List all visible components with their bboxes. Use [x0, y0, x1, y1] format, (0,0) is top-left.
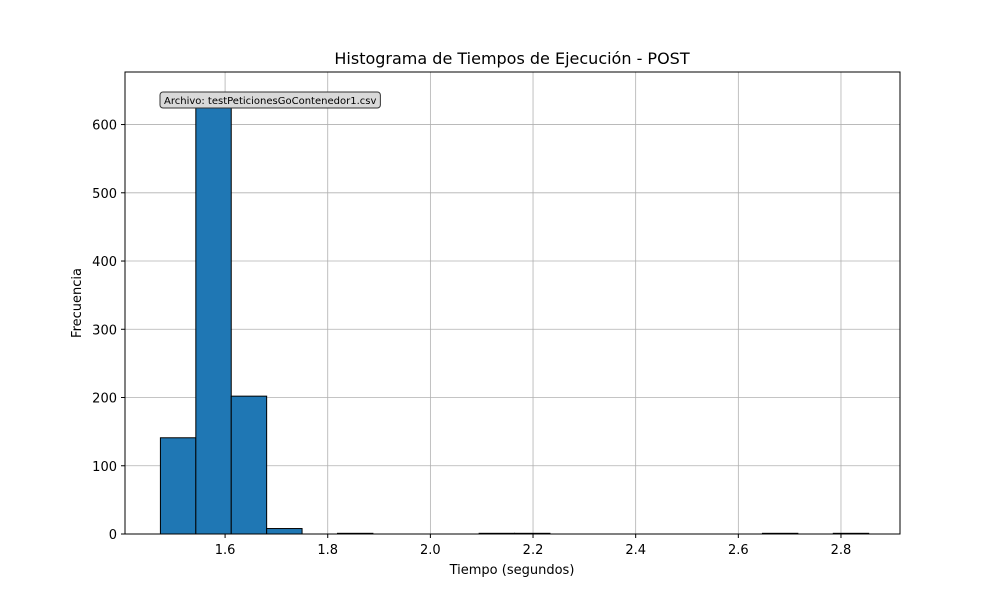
x-tick-label-0: 1.6	[215, 543, 236, 558]
file-annotation: Archivo: testPeticionesGoContenedor1.csv	[159, 91, 381, 109]
y-axis-label: Frecuencia	[70, 268, 85, 338]
x-tick-label-4: 2.4	[625, 543, 646, 558]
annotation-box	[159, 91, 381, 109]
y-axis-ticks: 0 100 200 300 400 500 600	[92, 119, 125, 543]
x-tick-label-6: 2.8	[831, 543, 852, 558]
x-axis-ticks: 1.6 1.8 2.0 2.2 2.4 2.6 2.8	[215, 534, 852, 558]
y-tick-label-5: 500	[92, 187, 117, 202]
y-tick-label-2: 200	[92, 392, 117, 407]
x-tick-label-5: 2.6	[728, 543, 749, 558]
y-tick-label-3: 300	[92, 323, 117, 338]
annotation-text: Archivo: testPeticionesGoContenedor1.csv	[164, 96, 376, 107]
y-tick-label-0: 0	[109, 528, 117, 543]
histogram-bar-0	[159, 437, 197, 535]
histogram-bar-1	[195, 93, 232, 535]
x-axis-label: Tiempo (segundos)	[449, 563, 575, 578]
grid-lines	[125, 72, 900, 535]
histogram-bar-2	[230, 395, 268, 535]
y-tick-label-1: 100	[92, 460, 117, 475]
plot-frame	[124, 71, 901, 535]
x-tick-label-1: 1.8	[317, 543, 338, 558]
x-tick-label-2: 2.0	[420, 543, 441, 558]
histogram-bars	[159, 93, 870, 535]
y-tick-label-6: 600	[92, 119, 117, 134]
x-tick-label-3: 2.2	[523, 543, 544, 558]
y-tick-label-4: 400	[92, 255, 117, 270]
chart-title: Histograma de Tiempos de Ejecución - POS…	[334, 49, 689, 68]
histogram-bar-3	[266, 528, 303, 535]
